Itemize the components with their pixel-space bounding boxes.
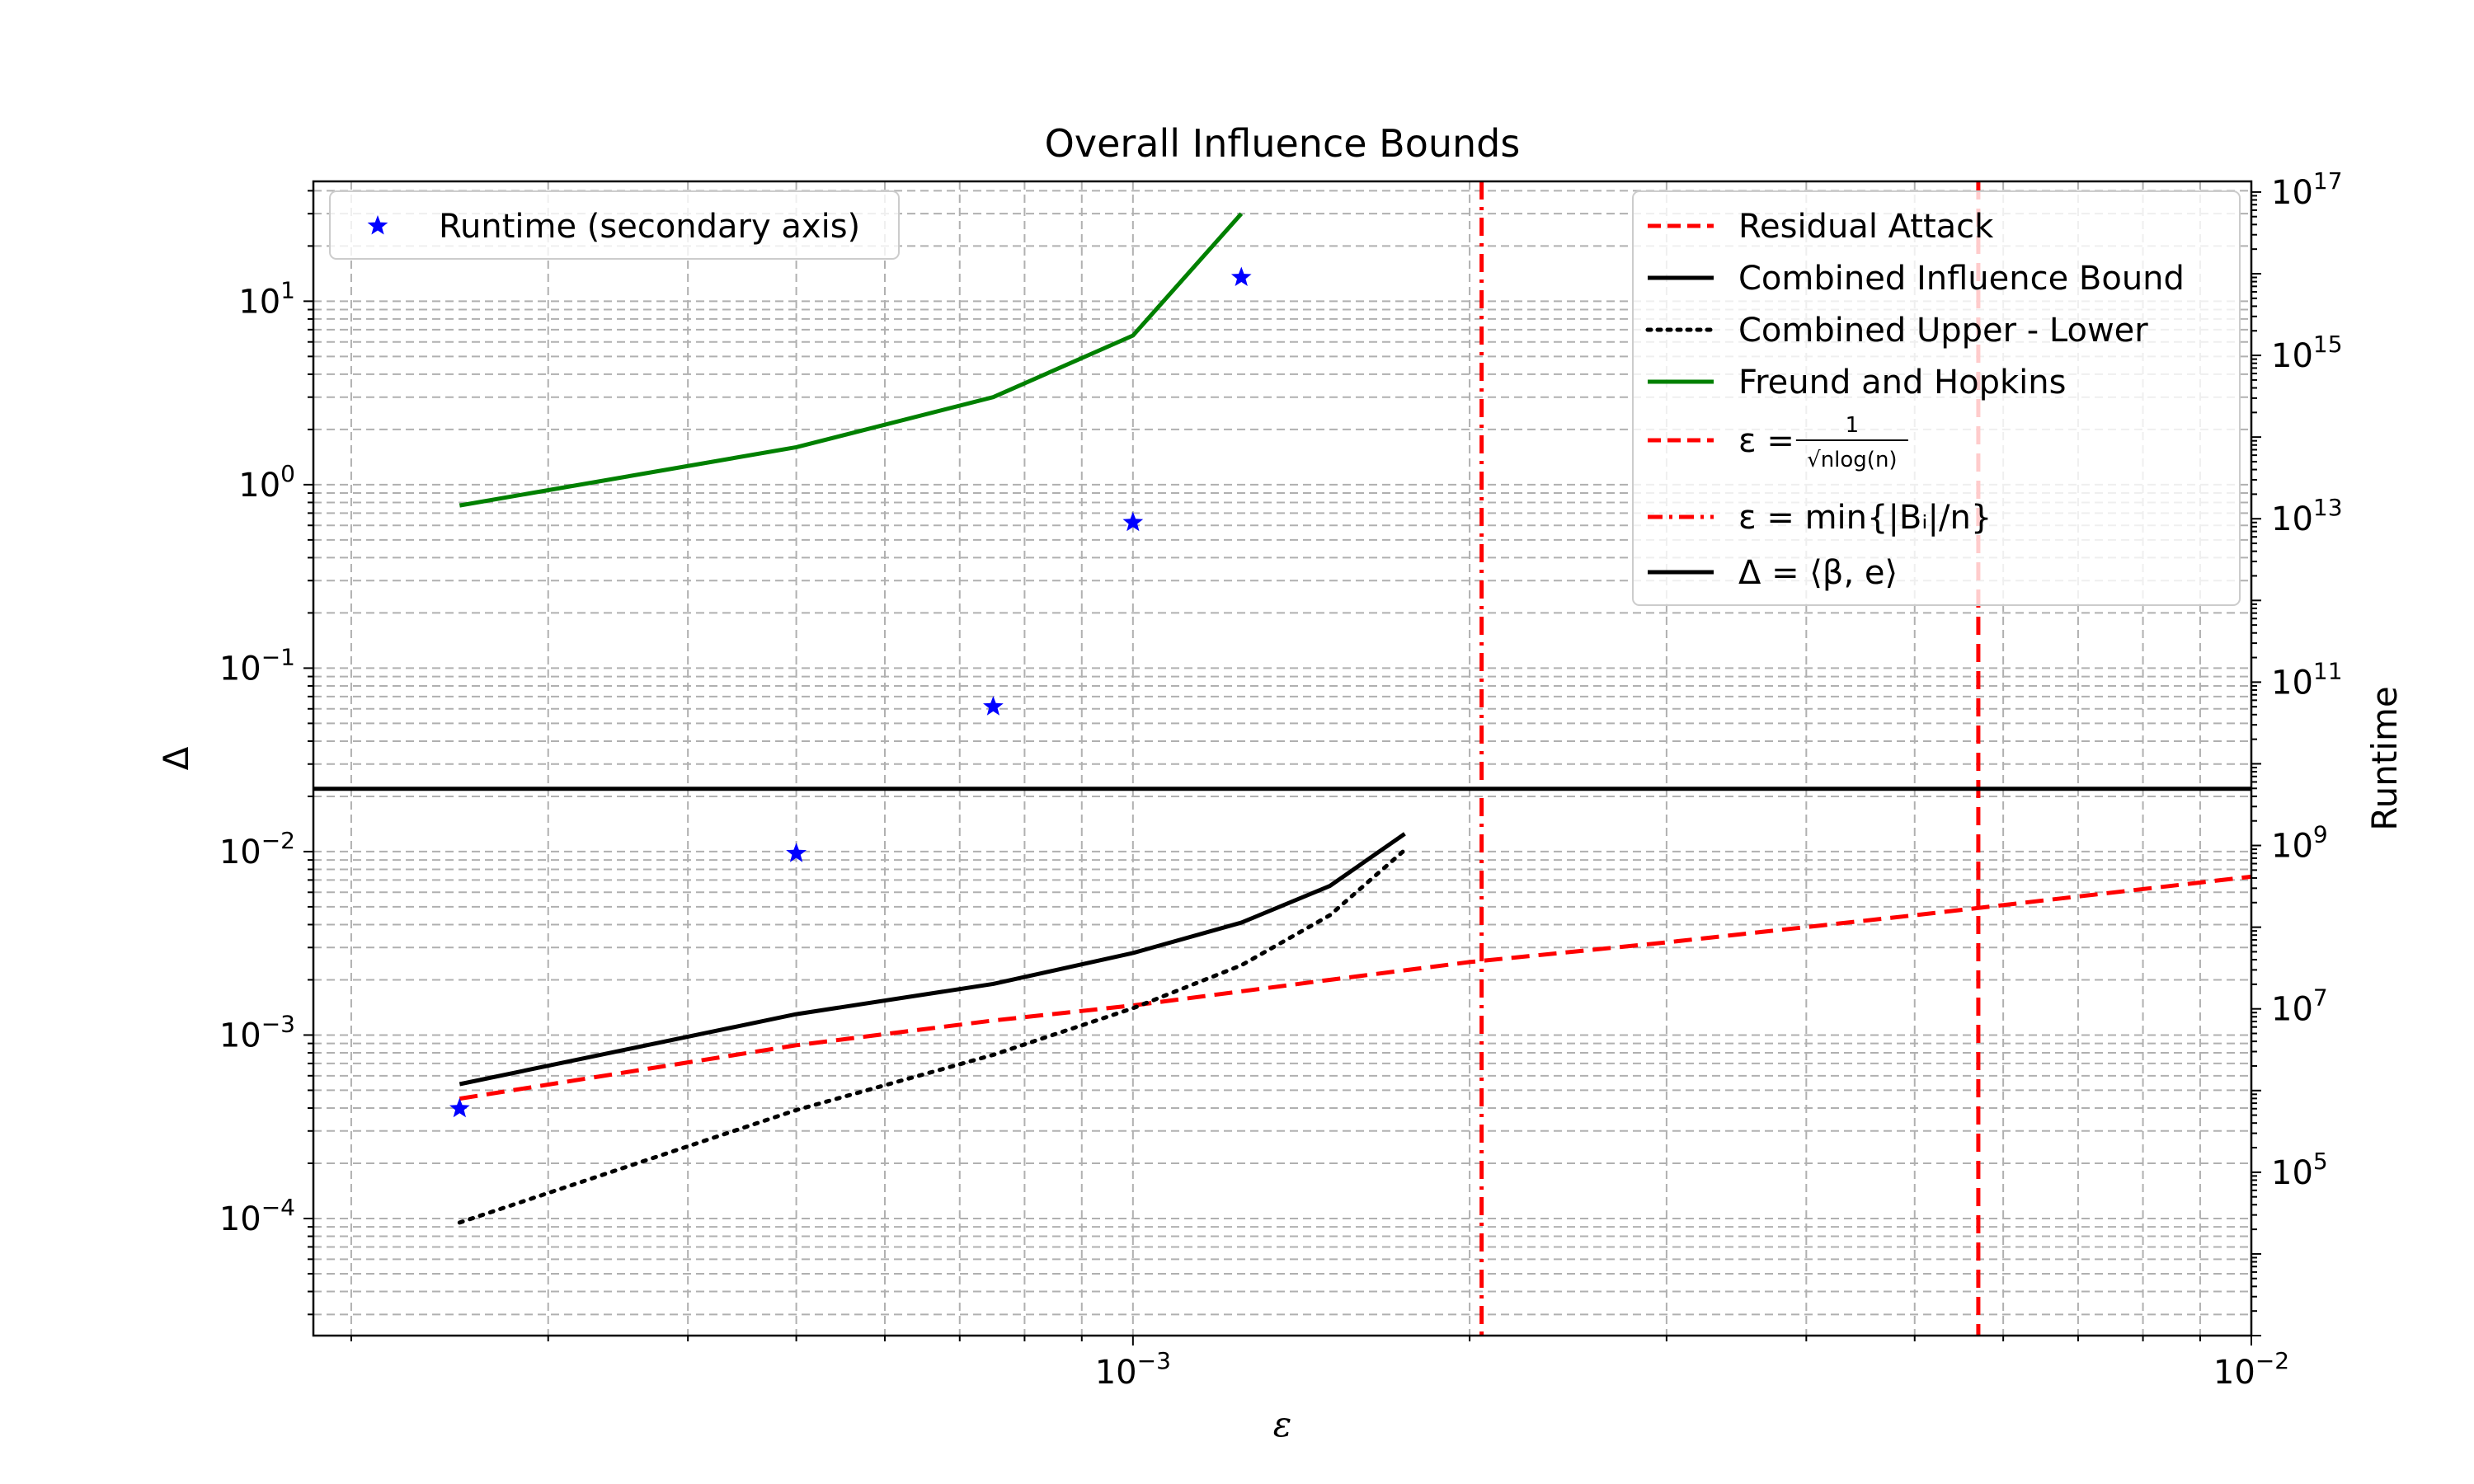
y-tick-label-base: 10: [238, 467, 280, 505]
y2-tick-label: 1011: [2271, 657, 2343, 702]
legend-label: Δ = ⟨β, e⟩: [1738, 554, 1898, 592]
y2-tick-label-exp: 11: [2313, 657, 2343, 684]
y-tick-label: 10−2: [219, 827, 295, 871]
runtime-point: [1122, 511, 1144, 532]
y-tick-label: 10−1: [219, 643, 295, 688]
x-tick-label: 10−2: [2213, 1347, 2289, 1392]
y2-tick-label-base: 10: [2271, 828, 2313, 866]
legend-runtime: Runtime (secondary axis): [329, 190, 900, 260]
y-tick-label-exp: −1: [261, 643, 295, 670]
y-tick-label-exp: −4: [261, 1194, 295, 1221]
x-tick-label-base: 10: [1095, 1354, 1137, 1392]
y2-tick-label: 1015: [2271, 331, 2343, 375]
x-tick-label-exp: −2: [2255, 1347, 2289, 1374]
y-tick-label-exp: 1: [280, 276, 295, 303]
y-tick-label-base: 10: [219, 650, 261, 688]
legend-runtime-marker: [367, 215, 388, 235]
y2-tick-label: 105: [2271, 1148, 2328, 1192]
y2-tick-label-exp: 13: [2313, 494, 2343, 521]
y-tick-label-base: 10: [219, 1017, 261, 1054]
y2-tick-label: 1013: [2271, 494, 2343, 538]
legend-label: Freund and Hopkins: [1738, 364, 2066, 402]
legend-main-box: [1632, 190, 2241, 606]
legend-label: Combined Upper - Lower: [1738, 312, 2148, 350]
chart-title: Overall Influence Bounds: [1045, 121, 1521, 166]
y2-axis-label: Runtime: [2364, 686, 2405, 830]
y-axis-label: Δ: [156, 746, 196, 770]
legend-runtime-label: Runtime (secondary axis): [439, 208, 860, 246]
runtime-point: [786, 843, 807, 862]
x-tick-label-base: 10: [2213, 1354, 2255, 1392]
axes-frame: [312, 180, 2253, 1337]
y2-tick-label-exp: 9: [2313, 821, 2328, 848]
y2-tick-label: 109: [2271, 821, 2328, 866]
legend-label: Combined Influence Bound: [1738, 260, 2185, 298]
legend-label: Residual Attack: [1738, 208, 1994, 246]
y2-tick-label-exp: 7: [2313, 984, 2328, 1012]
x-tick-label-exp: −3: [1137, 1347, 1171, 1374]
x-axis-label: ε: [1273, 1404, 1292, 1444]
y-tick-label: 100: [238, 460, 295, 505]
y2-tick-label-base: 10: [2271, 991, 2313, 1029]
y-tick-label-exp: −3: [261, 1010, 295, 1037]
y2-tick-label-base: 10: [2271, 664, 2313, 702]
y-tick-label: 10−4: [219, 1194, 295, 1238]
legend-label: ε =: [1738, 422, 1794, 460]
series-line-4: [459, 212, 1244, 508]
legend-label: ε = min{|Bᵢ|/n}: [1738, 499, 1992, 537]
y-tick-label-base: 10: [238, 283, 280, 321]
legend-fraction-numerator: 1: [1846, 413, 1860, 438]
legend-fraction-denominator: √nlog(n): [1807, 448, 1897, 472]
y-tick-label-exp: 0: [280, 460, 295, 487]
axis-ticks: 10−3 10−210−410−310−210−11001011051071091…: [219, 167, 2343, 1392]
series-line-1: [459, 874, 2252, 1101]
x-tick-label: 10−3: [1095, 1347, 1171, 1392]
series-line-2: [459, 832, 1406, 1087]
y2-tick-label-exp: 17: [2313, 167, 2343, 195]
series-line-3: [457, 848, 1407, 1225]
y2-tick-label-exp: 15: [2313, 331, 2343, 358]
y-tick-label: 10−3: [219, 1010, 295, 1054]
runtime-point: [449, 1097, 470, 1118]
plot-area: [313, 181, 2252, 1336]
y2-tick-label-base: 10: [2271, 1154, 2313, 1192]
y2-tick-label: 1017: [2271, 167, 2343, 212]
y2-tick-label-exp: 5: [2313, 1148, 2328, 1175]
y2-tick-label-base: 10: [2271, 500, 2313, 538]
y2-tick-label: 107: [2271, 984, 2328, 1029]
legend-main: Residual Attack Combined Influence Bound C…: [1632, 190, 2241, 606]
y-tick-label-exp: −2: [261, 827, 295, 854]
legend-runtime-box: [329, 190, 900, 260]
y2-tick-label-base: 10: [2271, 174, 2313, 212]
y-tick-label-base: 10: [219, 834, 261, 871]
y-tick-label: 101: [238, 276, 295, 321]
runtime-point: [1230, 266, 1252, 286]
y-tick-label-base: 10: [219, 1200, 261, 1238]
y2-tick-label-base: 10: [2271, 337, 2313, 375]
runtime-point: [983, 696, 1004, 716]
